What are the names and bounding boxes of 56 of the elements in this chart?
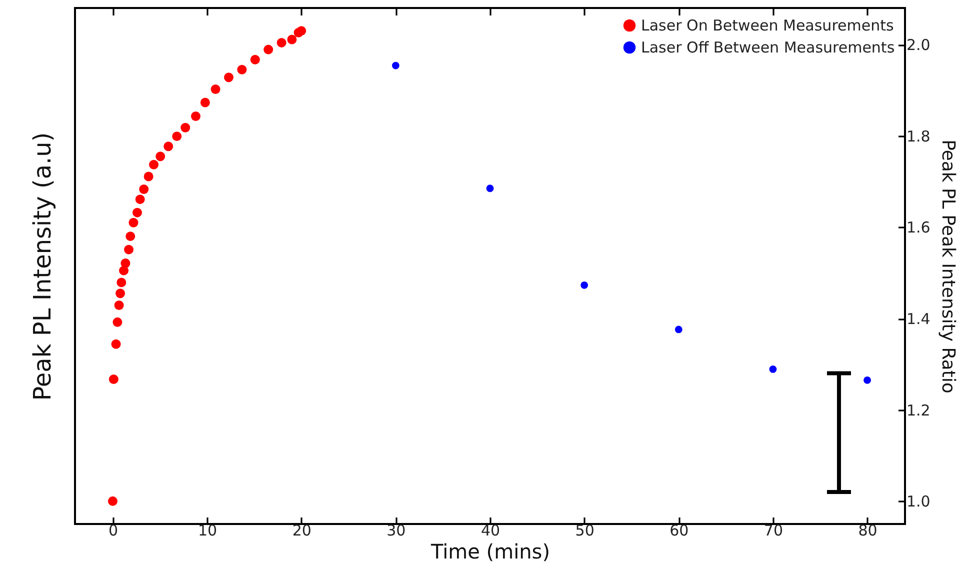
point: [486, 184, 494, 192]
point: [108, 496, 118, 506]
point: [112, 317, 122, 327]
x-tick-label: 20: [292, 522, 312, 540]
x-tick-label: 40: [480, 522, 500, 540]
point: [392, 62, 400, 70]
point: [116, 288, 126, 298]
point: [156, 152, 166, 162]
point: [769, 366, 777, 373]
x-tick-label: 10: [198, 522, 218, 540]
point: [164, 142, 174, 152]
point: [224, 72, 234, 82]
x-tick-label: 50: [575, 522, 594, 540]
point: [276, 38, 286, 48]
y2-tick-label: 1.4: [906, 310, 930, 328]
y2-tick-label: 1.6: [906, 218, 930, 237]
point: [200, 98, 210, 108]
y2-tick-label: 2.0: [906, 36, 930, 54]
point: [139, 184, 149, 194]
y-axis-title: Peak PL Intensity (a.u): [28, 132, 56, 401]
point: [172, 132, 182, 142]
point: [120, 258, 130, 268]
point: [126, 232, 136, 242]
point: [210, 84, 220, 94]
point: [144, 172, 154, 182]
point: [111, 339, 121, 349]
point: [580, 281, 588, 289]
point: [108, 374, 118, 384]
point: [264, 44, 274, 54]
point: [864, 376, 871, 384]
x-tick-label: 30: [386, 522, 406, 540]
point: [296, 26, 306, 36]
point: [135, 194, 145, 204]
point: [149, 160, 158, 170]
x-tick-label: 70: [764, 522, 783, 540]
point: [128, 218, 138, 228]
point: [674, 326, 682, 334]
point: [180, 122, 190, 132]
y2-tick-label: 1.0: [906, 492, 930, 511]
x-axis-title: Time (mins): [430, 540, 550, 564]
x-tick-label: 80: [858, 522, 878, 540]
legend-label: Laser On Between Measurements: [641, 16, 894, 34]
x-tick-label: 0: [108, 522, 118, 540]
y2-axis-title: Peak PL Peak Intensity Ratio: [937, 140, 958, 394]
point: [287, 34, 297, 44]
point: [237, 64, 247, 74]
y2-tick-label: 1.8: [906, 127, 930, 146]
x-tick-label: 60: [670, 522, 689, 540]
point: [190, 111, 200, 121]
legend-label: Laser Off Between Measurements: [641, 38, 895, 56]
y2-tick-label: 1.2: [906, 401, 930, 420]
point: [132, 208, 142, 218]
point: [114, 300, 124, 310]
point: [124, 244, 134, 254]
point: [250, 54, 260, 64]
point: [116, 278, 126, 288]
